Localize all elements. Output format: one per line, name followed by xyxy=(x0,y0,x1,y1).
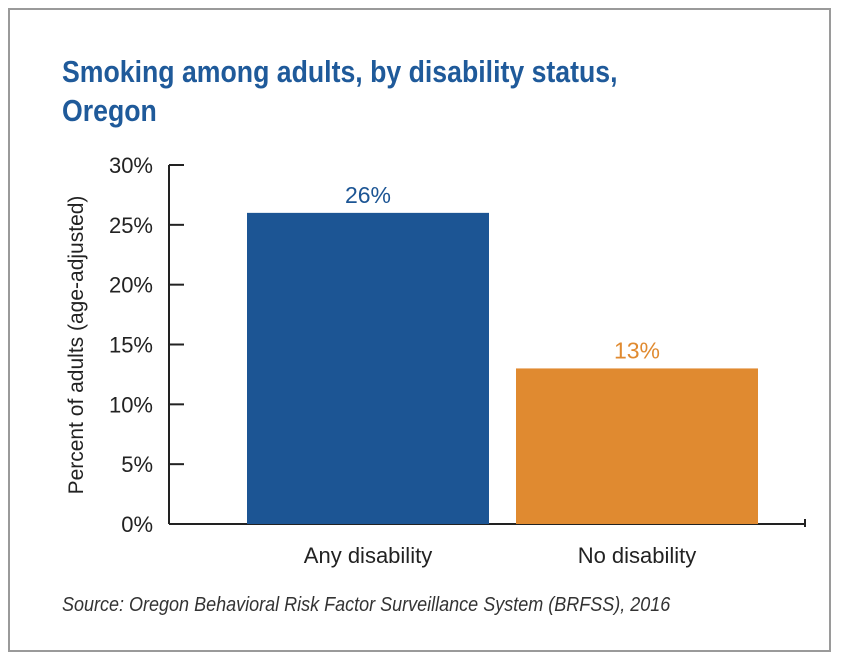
y-tick-label: 10% xyxy=(109,392,153,417)
x-category-label: Any disability xyxy=(304,543,432,568)
bars-group xyxy=(247,212,758,524)
y-tick-label: 20% xyxy=(109,273,153,298)
chart-title-line-1: Smoking among adults, by disability stat… xyxy=(62,54,618,89)
bar-data-label: 26% xyxy=(345,182,391,208)
y-tick-label: 25% xyxy=(109,213,153,238)
bar xyxy=(247,212,489,524)
chart-title-line-2: Oregon xyxy=(62,93,157,128)
y-tick-label: 5% xyxy=(121,452,153,477)
data-labels-group: 26% 13% xyxy=(345,182,660,364)
y-tick-label: 15% xyxy=(109,333,153,358)
x-axis: Any disability No disability xyxy=(169,519,806,568)
y-tick-label: 0% xyxy=(121,512,153,537)
x-category-label: No disability xyxy=(578,543,697,568)
bar xyxy=(516,368,758,524)
chart-title: Smoking among adults, by disability stat… xyxy=(62,52,681,130)
y-axis-label: Percent of adults (age-adjusted) xyxy=(65,196,88,495)
bar-data-label: 13% xyxy=(614,337,660,363)
source-note: Source: Oregon Behavioral Risk Factor Su… xyxy=(62,594,671,616)
y-axis: 0% 5% 10% 15% 20% 25% 30% xyxy=(109,153,184,537)
y-tick-label: 30% xyxy=(109,153,153,178)
